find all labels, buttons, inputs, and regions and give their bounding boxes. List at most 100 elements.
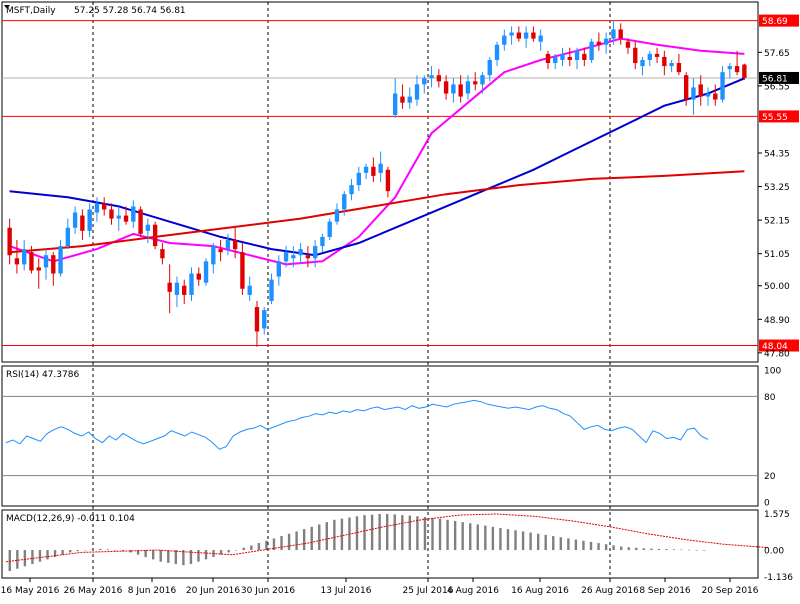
macd-y-tick-label: -1.136 [764, 573, 793, 583]
macd-histogram-bar [604, 544, 608, 551]
macd-histogram-bar [491, 526, 495, 551]
x-tick-label: 20 Jun 2016 [186, 586, 240, 596]
candle-down-body [698, 84, 703, 97]
macd-histogram-bar [521, 531, 525, 551]
candle-down-body [531, 32, 536, 39]
candle-up-body [342, 194, 347, 210]
candle-up-body [560, 53, 565, 60]
price-y-tick-label: 48.90 [764, 316, 790, 326]
macd-histogram-bar [499, 527, 502, 551]
macd-histogram-bar [672, 549, 676, 551]
rsi-line [5, 399, 709, 450]
candle-down-body [51, 255, 56, 274]
candle-up-body [72, 212, 78, 228]
candle-up-body [494, 44, 500, 60]
macd-histogram-bar [567, 538, 570, 551]
candle-up-body [203, 261, 209, 283]
candle-up-body [356, 172, 361, 186]
candle-down-body [633, 47, 638, 64]
candle-up-body [269, 279, 274, 301]
macd-header-label: MACD(12,26,9) -0.011 0.104 [6, 514, 135, 524]
candle-down-body [36, 267, 41, 271]
macd-histogram-bar [385, 513, 389, 551]
candle-up-body [291, 255, 296, 259]
candle-up-body [131, 206, 136, 222]
candle-down-body [385, 169, 391, 192]
macd-histogram-bar [204, 550, 208, 560]
macd-histogram-bar [552, 536, 555, 551]
candle-down-body [182, 285, 187, 295]
macd-histogram-bar [423, 516, 427, 551]
candle-up-body [553, 56, 558, 64]
candle-up-body [414, 84, 420, 100]
macd-histogram-bar [197, 550, 200, 562]
symbol-label: MSFT,Daily [6, 6, 56, 16]
macd-histogram-bar [23, 550, 27, 567]
macd-histogram-bar [235, 550, 238, 551]
rsi-header-label: RSI(14) 47.3786 [6, 370, 79, 380]
candle-up-body [189, 273, 194, 295]
candle-up-body [480, 75, 485, 85]
level-label: 48.04 [762, 342, 788, 352]
candle-up-body [523, 32, 529, 39]
candle-up-body [647, 53, 652, 60]
x-tick-label: 8 Jun 2016 [128, 586, 177, 596]
macd-histogram-bar [38, 550, 42, 562]
candle-down-body [742, 64, 747, 78]
macd-histogram-bar [529, 532, 532, 551]
candle-down-body [618, 29, 623, 39]
ma-blue-line [9, 77, 745, 257]
price-y-tick-label: 52.15 [764, 217, 790, 227]
macd-histogram-bar [438, 518, 442, 551]
macd-histogram-bar [687, 549, 691, 551]
macd-histogram-bar [242, 547, 245, 551]
candle-down-body [152, 224, 158, 247]
candle-up-body [225, 239, 231, 250]
macd-histogram-bar [370, 514, 374, 551]
macd-histogram-bar [159, 550, 162, 562]
price-y-tick-label: 57.65 [764, 49, 790, 59]
macd-histogram-bar [257, 543, 261, 551]
macd-histogram-bar [136, 550, 140, 555]
candle-down-body [582, 53, 587, 60]
macd-histogram-bar [378, 513, 381, 551]
candle-down-body [400, 96, 405, 103]
macd-histogram-bar [310, 526, 313, 551]
macd-histogram-bar [31, 550, 34, 565]
candle-up-body [116, 215, 121, 219]
macd-histogram-bar [219, 550, 223, 555]
macd-histogram-bar [650, 548, 653, 551]
candle-up-body [487, 59, 492, 76]
rsi-y-tick-label: 80 [764, 393, 776, 403]
macd-histogram-bar [484, 525, 487, 551]
x-tick-label: 8 Sep 2016 [639, 586, 691, 596]
candle-up-body [407, 96, 412, 103]
macd-histogram-bar [506, 529, 510, 551]
candle-up-body [43, 255, 49, 268]
candle-down-body [713, 93, 718, 100]
candle-up-body [589, 41, 594, 60]
candle-up-body [58, 246, 63, 274]
candle-down-body [662, 56, 667, 67]
x-tick-label: 26 Aug 2016 [581, 586, 639, 596]
candle-down-body [683, 75, 689, 100]
macd-histogram-bar [16, 550, 19, 569]
candle-down-body [160, 249, 165, 259]
candle-up-body [720, 72, 725, 100]
macd-histogram-bar [393, 514, 396, 551]
rsi-y-tick-label: 0 [764, 499, 770, 509]
candle-up-body [669, 63, 674, 67]
macd-histogram-bar [76, 550, 79, 552]
rsi-y-tick-label: 100 [764, 367, 781, 377]
candle-up-body [451, 84, 456, 94]
macd-histogram-bar [91, 549, 95, 551]
x-tick-label: 16 Aug 2016 [511, 586, 569, 596]
macd-histogram-bar [582, 540, 585, 551]
macd-signal-line [5, 513, 769, 563]
candle-down-body [254, 307, 260, 332]
price-y-tick-label: 54.35 [764, 150, 790, 160]
candle-up-body [22, 249, 27, 265]
x-tick-label: 26 May 2016 [64, 586, 123, 596]
macd-histogram-bar [544, 534, 547, 551]
candle-up-body [429, 75, 434, 79]
